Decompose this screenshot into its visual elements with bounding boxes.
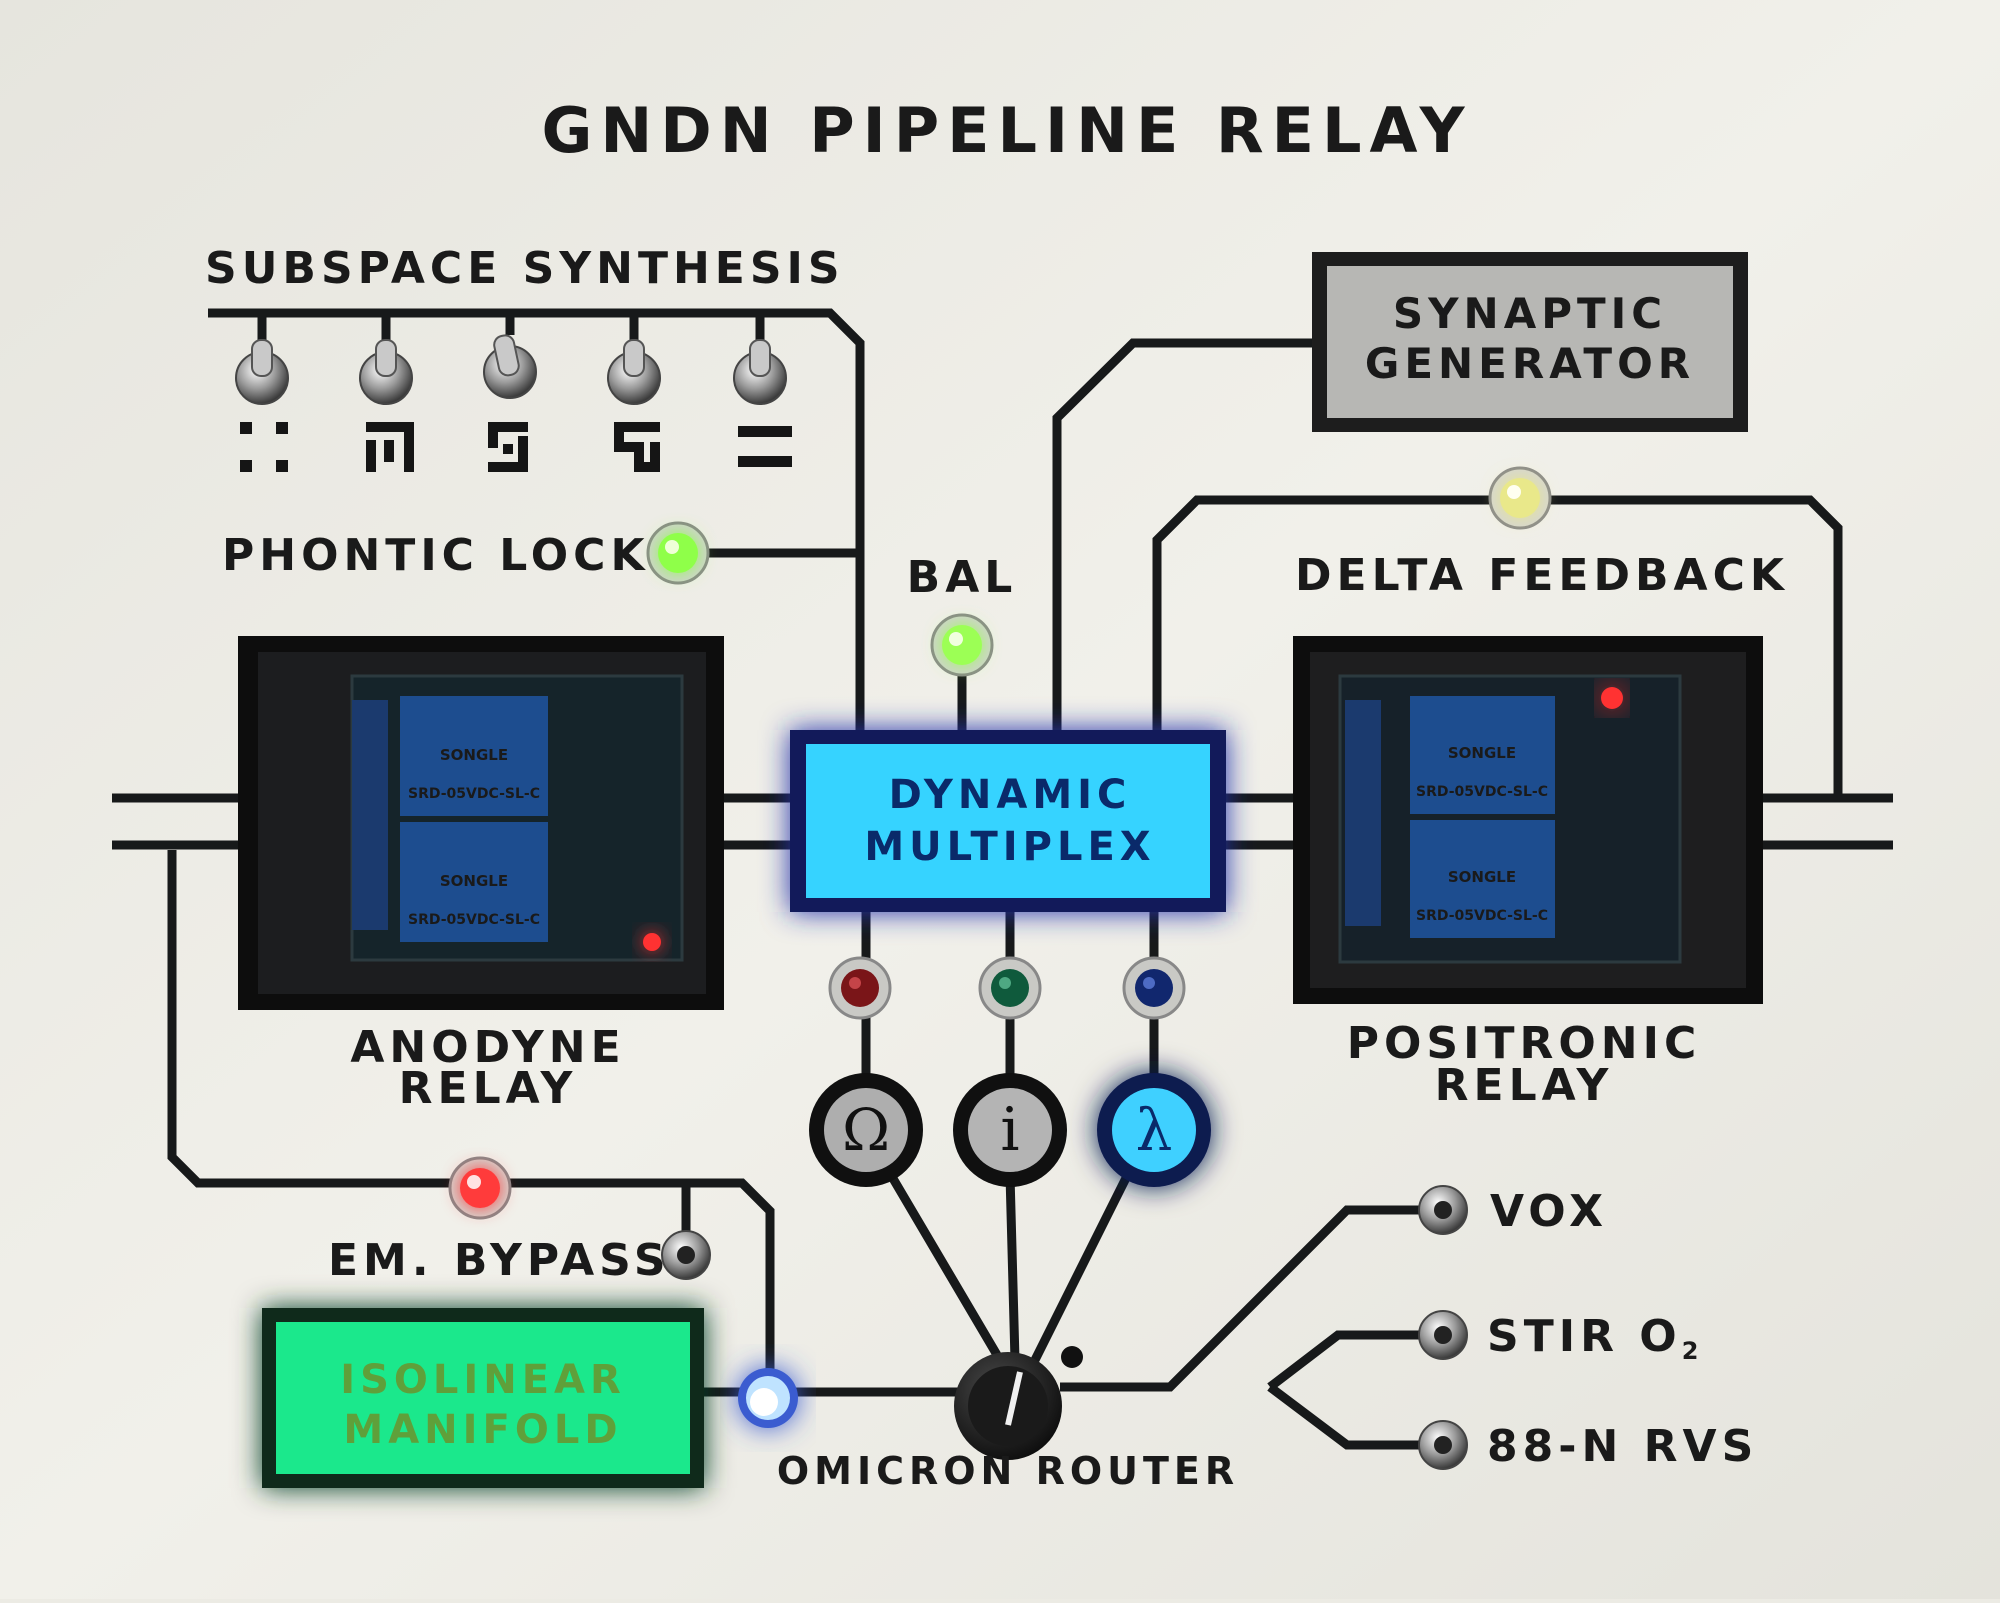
anodyne-relay-part-1: SRD-05VDC-SL-C [408, 786, 540, 802]
led-blue-small [1122, 956, 1186, 1020]
delta-feedback-label: DELTA FEEDBACK [1295, 550, 1789, 601]
anodyne-relay-part-2: SRD-05VDC-SL-C [408, 912, 540, 928]
s-glyph-icon [614, 422, 660, 472]
omicron-router-label: OMICRON ROUTER [777, 1449, 1239, 1493]
info-icon: i [1000, 1095, 1019, 1165]
positronic-relay-module: SONGLE SRD-05VDC-SL-C SONGLE SRD-05VDC-S… [1293, 636, 1763, 1004]
hook-glyph-icon [366, 422, 414, 472]
toggle-switch-1[interactable] [235, 339, 289, 405]
stir-switch[interactable] [1418, 1310, 1468, 1360]
positronic-relay-part-2: SRD-05VDC-SL-C [1416, 908, 1548, 924]
bars-glyph-icon [738, 426, 792, 467]
box-glyph-icon [488, 422, 528, 472]
wire-synaptic [1052, 338, 1312, 743]
positronic-status-led [1601, 687, 1623, 709]
anodyne-relay-cube-2: SONGLE SRD-05VDC-SL-C [400, 822, 548, 942]
wire-vox [1060, 1205, 1440, 1392]
em-bypass-switch[interactable] [661, 1230, 711, 1280]
positronic-relay-brand-2: SONGLE [1448, 868, 1516, 886]
positronic-relay-part-1: SRD-05VDC-SL-C [1416, 784, 1548, 800]
stir-label: STIR O2 [1487, 1311, 1703, 1365]
anodyne-status-led [643, 933, 661, 951]
vox-label: VOX [1490, 1186, 1608, 1237]
anodyne-relay-brand-2: SONGLE [440, 872, 508, 890]
synaptic-generator: SYNAPTIC GENERATOR [1312, 252, 1748, 432]
rvs-switch[interactable] [1418, 1420, 1468, 1470]
stir-prefix: STIR O [1487, 1311, 1682, 1362]
isolinear-manifold: ISOLINEAR MANIFOLD [262, 1308, 704, 1488]
multiplex-line2: MULTIPLEX [864, 824, 1155, 870]
toggle-switch-5[interactable] [733, 339, 787, 405]
bal-label: BAL [907, 552, 1018, 603]
glyph-row [240, 422, 792, 472]
panel-title: GNDN PIPELINE RELAY [542, 94, 1473, 167]
manifold-line1: ISOLINEAR [340, 1357, 626, 1403]
omega-button[interactable]: Ω [809, 1073, 923, 1187]
subspace-switches [235, 334, 787, 405]
vox-switch[interactable] [1418, 1185, 1468, 1235]
positronic-relay-cube-2: SONGLE SRD-05VDC-SL-C [1410, 820, 1555, 938]
delta-feedback-led [1488, 466, 1552, 530]
omicron-router-knob[interactable] [954, 1346, 1083, 1460]
stir-subscript: 2 [1682, 1337, 1704, 1365]
toggle-switch-4[interactable] [607, 339, 661, 405]
dots-glyph-icon [240, 422, 288, 472]
synaptic-line2: GENERATOR [1365, 339, 1695, 388]
manifold-line2: MANIFOLD [343, 1407, 622, 1453]
bal-led [930, 613, 994, 677]
anodyne-relay-module: SONGLE SRD-05VDC-SL-C SONGLE SRD-05VDC-S… [238, 636, 724, 1010]
wire-subspace-bus [208, 308, 865, 743]
positronic-line2: RELAY [1435, 1060, 1614, 1111]
synaptic-line1: SYNAPTIC [1393, 289, 1667, 338]
rvs-label: 88-N RVS [1487, 1421, 1758, 1472]
anodyne-relay-cube-1: SONGLE SRD-05VDC-SL-C [400, 696, 548, 816]
anodyne-relay-brand-1: SONGLE [440, 746, 508, 764]
multiplex-line1: DYNAMIC [889, 772, 1132, 818]
anodyne-line1: ANODYNE [350, 1022, 625, 1073]
em-bypass-led [448, 1156, 512, 1220]
anodyne-terminal-block [352, 700, 388, 930]
phontic-lock-led [646, 521, 710, 585]
info-button[interactable]: i [953, 1073, 1067, 1187]
anodyne-line2: RELAY [399, 1063, 578, 1114]
toggle-switch-2[interactable] [359, 339, 413, 405]
toggle-switch-3[interactable] [483, 334, 537, 399]
led-green-small [978, 956, 1042, 1020]
dynamic-multiplex: DYNAMIC MULTIPLEX [790, 730, 1226, 912]
em-bypass-label: EM. BYPASS [328, 1235, 671, 1286]
router-pointer-dot [1061, 1346, 1083, 1368]
wire-switch-drops [257, 313, 765, 345]
lambda-button[interactable]: λ [1097, 1073, 1211, 1187]
lambda-icon: λ [1136, 1096, 1173, 1164]
positronic-relay-brand-1: SONGLE [1448, 744, 1516, 762]
subspace-label: SUBSPACE SYNTHESIS [205, 243, 845, 294]
wire-fan [884, 1167, 1135, 1363]
omega-icon: Ω [842, 1096, 890, 1164]
wire-stir-rvs [1267, 1330, 1440, 1450]
positronic-terminal-block [1345, 700, 1381, 926]
positronic-line1: POSITRONIC [1347, 1018, 1702, 1069]
manifold-led [738, 1368, 798, 1428]
led-red-small [828, 956, 892, 1020]
phontic-lock-label: PHONTIC LOCK [222, 530, 650, 581]
positronic-relay-cube-1: SONGLE SRD-05VDC-SL-C [1410, 696, 1555, 814]
